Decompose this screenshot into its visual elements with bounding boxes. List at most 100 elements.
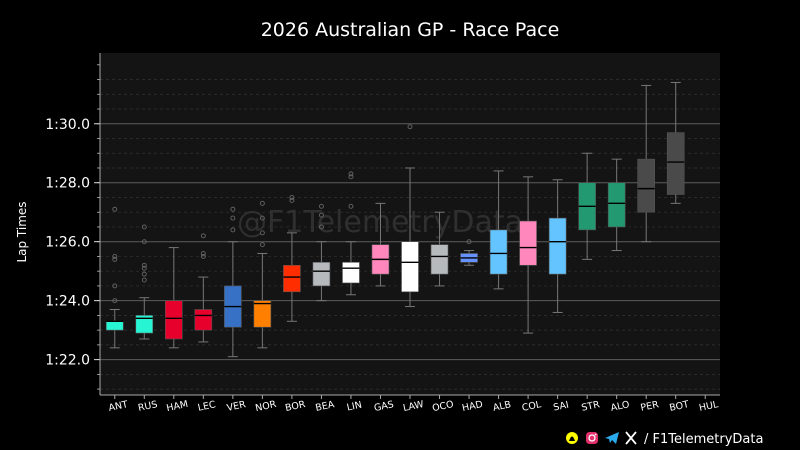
driver-box-had [460, 239, 478, 266]
driver-box-nor [253, 200, 272, 349]
outlier-point [318, 224, 324, 230]
y-tick-label: 1:30.0 [45, 117, 90, 133]
instagram-icon[interactable] [586, 432, 598, 444]
outlier-point [200, 251, 206, 256]
iqr-box [165, 300, 183, 340]
x-tick-label: ANT [108, 399, 129, 414]
outlier-point [112, 298, 118, 304]
driver-box-ham [165, 247, 183, 349]
x-tick-label: GAS [373, 399, 395, 414]
driver-box-bor [283, 195, 301, 322]
y-tick-label: 1:22.0 [45, 353, 90, 369]
driver-box-sai [548, 179, 567, 313]
x-tick-label: LAW [402, 399, 425, 414]
outlier-point [112, 256, 118, 262]
y-axis: 1:22.0 1:24.0 1:26.0 1:28.0 1:30.0 [45, 53, 101, 395]
outlier-point [289, 195, 295, 200]
x-axis: ANT RUS HAM LEC VER NOR BOR BEA LIN GAS LAW OCO HAD A… [100, 394, 720, 414]
iqr-box [342, 262, 360, 284]
x-tick-label: NOR [254, 399, 277, 414]
driver-box-bot [666, 81, 685, 204]
x-tick-label: HAD [461, 399, 484, 414]
x-tick-label: LEC [197, 399, 217, 414]
iqr-box [666, 132, 685, 195]
outlier-point [259, 242, 265, 248]
iqr-box [607, 182, 626, 228]
x-tick-label: SAI [552, 400, 569, 414]
outlier-point [200, 253, 206, 259]
outlier-point [318, 212, 324, 218]
x-tick-label: BOR [284, 399, 307, 414]
iqr-box [105, 320, 124, 331]
driver-box-str [578, 152, 596, 260]
driver-box-lec [194, 233, 213, 343]
x-tick-label: ALO [610, 399, 631, 414]
driver-box-oco [430, 211, 449, 287]
driver-box-gas [371, 202, 390, 287]
driver-box-alb [489, 170, 508, 290]
outlier-point [318, 203, 324, 209]
y-tick-label: 1:26.0 [45, 235, 90, 251]
x-tick-label: HUL [698, 399, 720, 414]
iqr-box [519, 220, 537, 266]
x-tick-label: COL [521, 399, 543, 414]
outlier-point [259, 200, 265, 206]
outlier-point [289, 197, 295, 203]
outlier-point [141, 271, 147, 277]
outlier-point [112, 206, 118, 212]
outlier-point [200, 233, 206, 239]
boxes [105, 81, 685, 358]
footer-credit: / F1TelemetryData [644, 432, 763, 447]
driver-box-col [519, 176, 537, 334]
footer: / F1TelemetryData [566, 431, 763, 447]
driver-box-law [401, 124, 419, 308]
outlier-point [141, 265, 147, 271]
outlier-point [259, 215, 265, 221]
outlier-point [348, 174, 354, 180]
x-tick-label: PER [640, 399, 661, 414]
driver-box-ver [224, 206, 242, 358]
outlier-point [112, 253, 118, 259]
driver-box-rus [135, 224, 154, 340]
driver-box-ant [105, 206, 124, 349]
outlier-point [348, 171, 354, 177]
y-tick-label: 1:28.0 [45, 176, 90, 192]
x-tick-label: RUS [137, 399, 158, 414]
outlier-point [230, 206, 236, 212]
outlier-point [141, 277, 147, 283]
x-tick-label: BOT [668, 399, 690, 414]
iqr-box [401, 241, 419, 293]
driver-box-alo [607, 158, 626, 252]
outlier-point [141, 262, 147, 268]
iqr-box [430, 244, 449, 275]
x-tick-label: OCO [431, 399, 454, 414]
y-axis-label: Lap Times [15, 201, 29, 262]
iqr-box [637, 158, 655, 213]
driver-box-per [637, 84, 655, 243]
telegram-icon[interactable] [605, 432, 619, 444]
iqr-box [253, 300, 272, 328]
x-tick-label: ALB [492, 399, 512, 414]
x-icon[interactable] [625, 431, 637, 445]
iqr-box [489, 229, 508, 275]
y-tick-label: 1:24.0 [45, 294, 90, 310]
chart-title: 2026 Australian GP - Race Pace [261, 19, 560, 41]
iqr-box [283, 264, 301, 293]
driver-box-bea [312, 203, 331, 302]
outlier-point [407, 124, 413, 130]
outlier-point [141, 239, 147, 245]
iqr-box [135, 315, 154, 334]
outlier-point [141, 224, 147, 230]
x-tick-label: STR [580, 399, 601, 414]
iqr-box [312, 262, 331, 287]
outlier-point [259, 230, 265, 236]
outlier-point [112, 283, 118, 289]
outlier-point [230, 215, 236, 221]
snapchat-icon[interactable] [566, 432, 578, 444]
iqr-box [194, 309, 213, 331]
x-tick-label: BEA [314, 399, 335, 414]
outlier-point [230, 227, 236, 233]
x-tick-label: HAM [165, 399, 189, 414]
